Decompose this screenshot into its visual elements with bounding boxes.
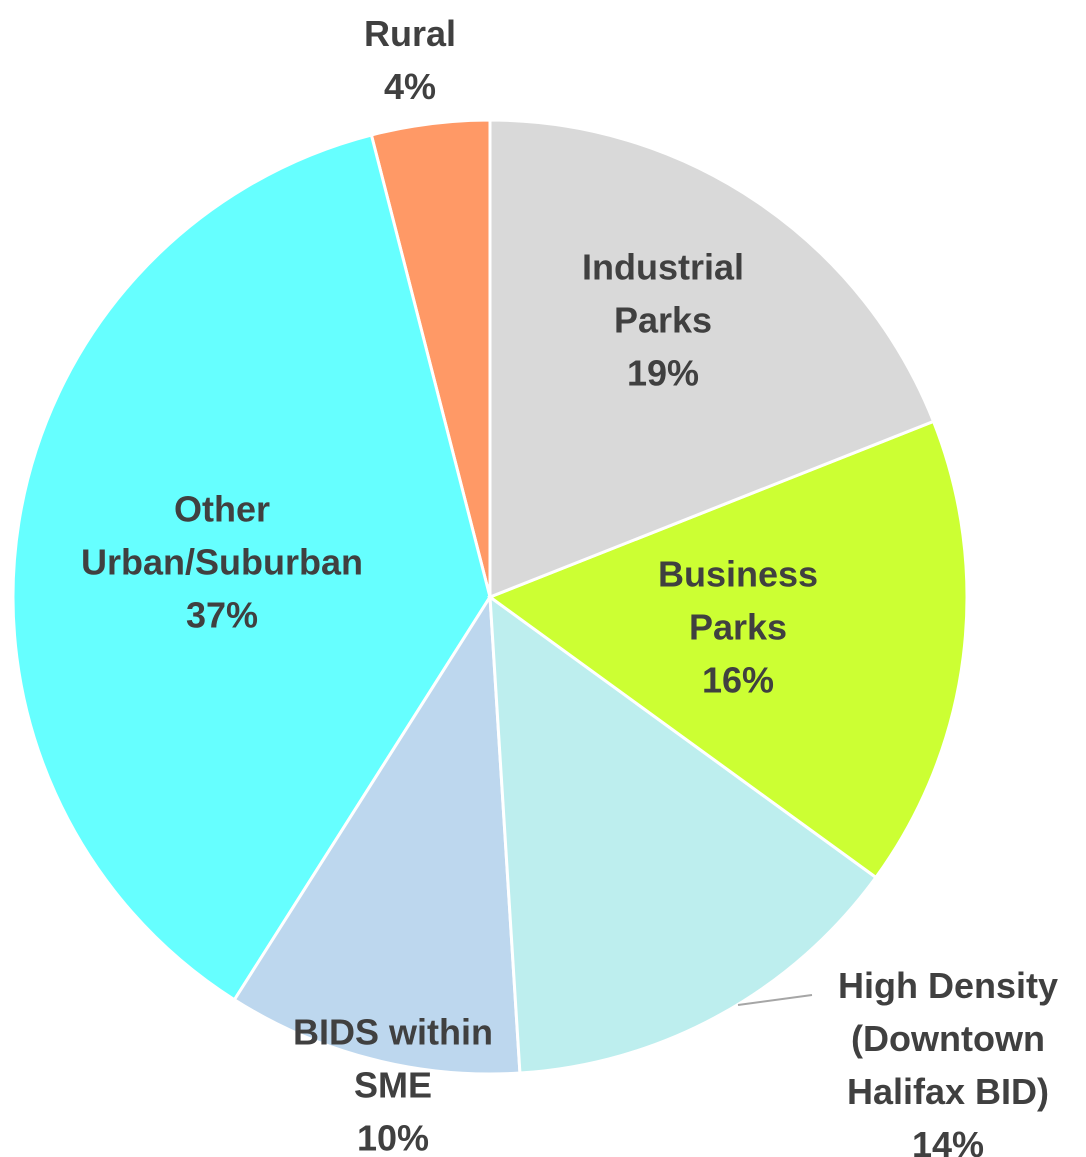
value-label: 14% (911, 1124, 985, 1157)
slice-label: Rural 4% (364, 7, 456, 113)
value-label: 4% (383, 66, 437, 107)
value-label: 19% (626, 352, 700, 394)
value-label: 37% (185, 594, 259, 636)
category-label: Industrial Parks (581, 246, 745, 341)
category-label: Other Urban/Suburban (80, 488, 364, 583)
pie-slice (232, 592, 522, 1076)
category-label: Business Parks (657, 553, 819, 648)
pie-slice (486, 419, 969, 880)
pie-slice (488, 118, 936, 600)
category-label: BIDS within SME (293, 1011, 493, 1106)
value-label: 16% (701, 659, 775, 701)
slice-label: Business Parks 16% (658, 548, 818, 707)
slice-label: Industrial Parks 19% (582, 241, 744, 400)
slice-label: BIDS within SME 10% (293, 1006, 493, 1157)
slice-label: High Density (Downtown Halifax BID) 14% (838, 959, 1058, 1157)
pie-slice (488, 593, 878, 1075)
category-label: High Density (Downtown Halifax BID) (837, 965, 1059, 1112)
category-label: Rural (363, 13, 457, 54)
leader-line (737, 994, 813, 1006)
slice-label: Other Urban/Suburban 37% (81, 483, 363, 642)
value-label: 10% (356, 1117, 430, 1157)
